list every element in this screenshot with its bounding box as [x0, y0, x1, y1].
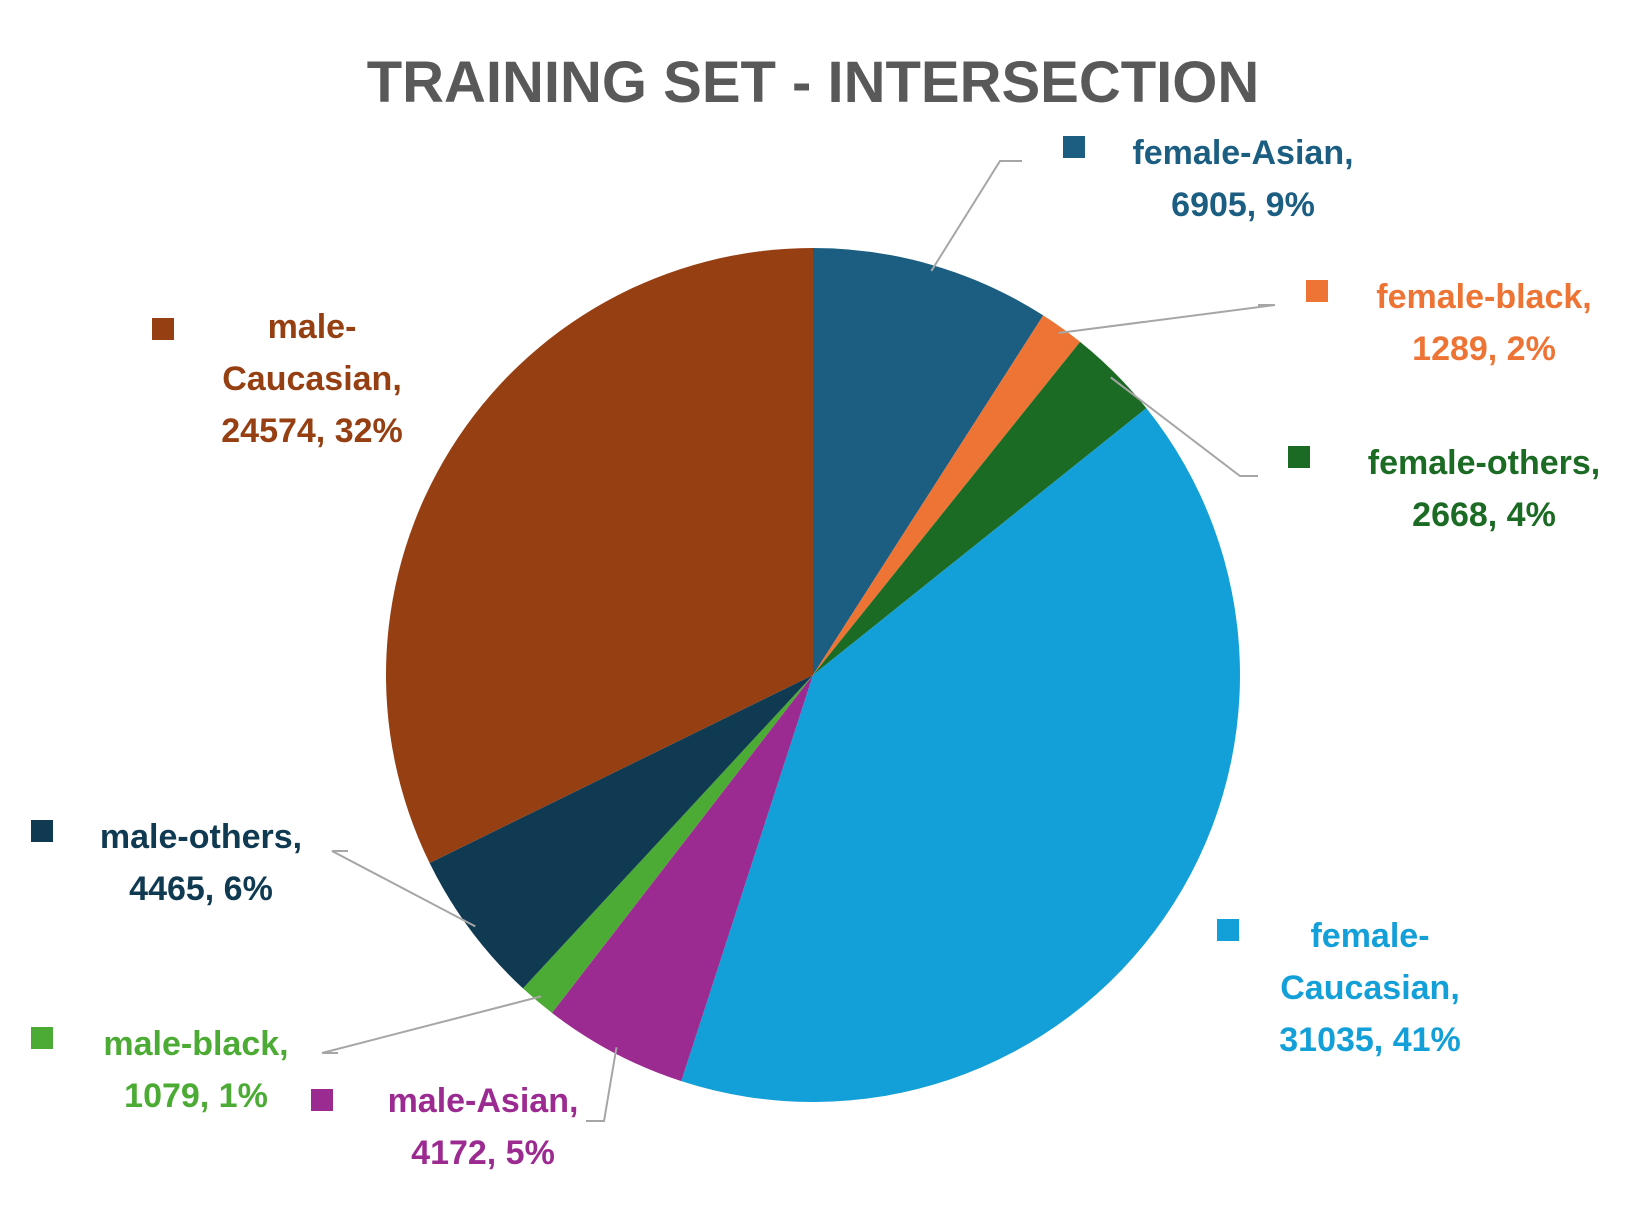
legend-key-female-caucasian [1217, 919, 1239, 941]
data-label-line: Caucasian, [1280, 969, 1460, 1007]
chart-title: TRAINING SET - INTERSECTION [367, 50, 1260, 115]
pie-slice-female-caucasian [681, 408, 1240, 1102]
data-label-line: Caucasian, [222, 360, 402, 398]
legend-key-female-others [1288, 446, 1310, 468]
pie-slice-male-black [522, 675, 813, 1013]
pie-slice-female-black [813, 315, 1081, 675]
data-label-line: male-Asian, [388, 1082, 579, 1120]
data-label-line: 1079, 1% [124, 1077, 268, 1115]
data-label-line: female-others, [1368, 444, 1600, 482]
data-label-female-caucasian: female- Caucasian, 31035, 41% [1279, 917, 1461, 1059]
leader-line-female-others [1110, 376, 1258, 477]
pie-slice-male-others [429, 675, 813, 989]
pie-slices [386, 248, 1240, 1102]
leader-line-male-others [331, 850, 476, 928]
data-label-line: 2668, 4% [1412, 496, 1556, 534]
data-label-male-black: male-black, 1079, 1% [103, 1025, 288, 1115]
leader-lines [321, 160, 1276, 1122]
leader-line-female-asian [930, 160, 1022, 272]
pie-slice-male-asian [551, 675, 813, 1082]
leader-line-female-black [1058, 304, 1276, 334]
data-label-line: female- [1310, 917, 1429, 955]
pie-slice-female-others [813, 341, 1147, 675]
legend-key-female-asian [1063, 136, 1085, 158]
legend-key-male-caucasian [152, 318, 174, 340]
data-label-line: female-Asian, [1132, 134, 1353, 172]
data-label-female-black: female-black, 1289, 2% [1376, 278, 1591, 368]
data-label-female-asian: female-Asian, 6905, 9% [1132, 134, 1353, 224]
data-label-female-others: female-others, 2668, 4% [1368, 444, 1600, 534]
data-label-line: 6905, 9% [1171, 186, 1315, 224]
data-label-male-asian: male-Asian, 4172, 5% [388, 1082, 579, 1172]
data-label-line: 4465, 6% [129, 870, 273, 908]
legend-key-male-black [31, 1027, 53, 1049]
data-label-line: male-black, [103, 1025, 288, 1063]
legend-key-female-black [1306, 280, 1328, 302]
pie-slice-male-caucasian [386, 248, 813, 863]
data-label-male-others: male-others, 4465, 6% [100, 818, 302, 908]
data-label-line: 1289, 2% [1412, 330, 1556, 368]
data-label-male-caucasian: male- Caucasian, 24574, 32% [221, 308, 403, 450]
data-labels: female-Asian, 6905, 9% female-black, 1289, … [31, 134, 1600, 1172]
leader-line-male-asian [586, 1047, 618, 1122]
data-label-line: 4172, 5% [411, 1134, 555, 1172]
data-label-line: 24574, 32% [221, 412, 403, 450]
data-label-line: female-black, [1376, 278, 1591, 316]
data-label-line: male-others, [100, 818, 302, 856]
legend-key-male-others [31, 820, 53, 842]
data-label-line: male- [268, 308, 357, 346]
pie-slice-female-asian [813, 248, 1044, 675]
legend-key-male-asian [311, 1089, 333, 1111]
leader-line-male-black [321, 995, 542, 1054]
data-label-line: 31035, 41% [1279, 1021, 1461, 1059]
